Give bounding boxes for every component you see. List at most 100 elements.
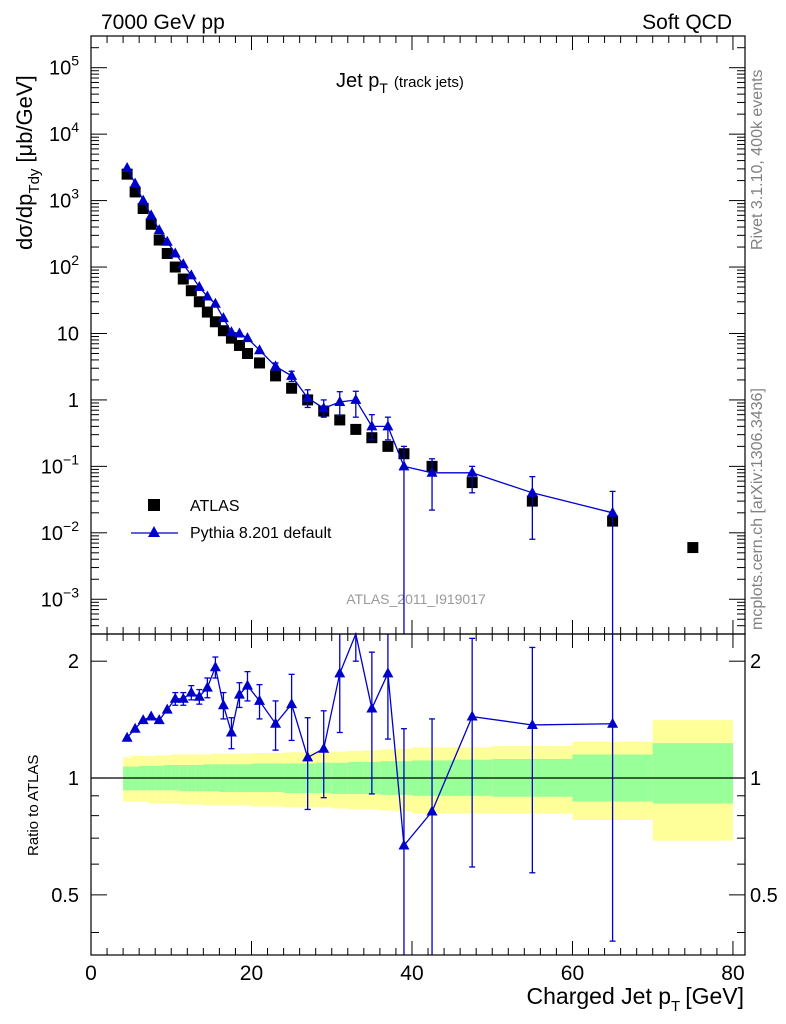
main-y-tick-exponent-8: 5 xyxy=(71,53,79,69)
header-left: 7000 GeV pp xyxy=(101,11,225,34)
atlas-point-11 xyxy=(209,316,221,328)
atlas-point-12 xyxy=(217,325,229,337)
pythia-point-13 xyxy=(225,326,237,337)
pythia-point-12 xyxy=(217,312,229,323)
ratio-y-tick-label-left-1: 1 xyxy=(68,768,79,790)
ratio-point-18 xyxy=(286,698,298,709)
ratio-point-5 xyxy=(161,703,173,714)
ratio-point-2 xyxy=(137,714,149,725)
ratio-ylabel: Ratio to ATLAS xyxy=(25,755,42,856)
main-y-tick-mantissa-1: 10 xyxy=(41,523,63,545)
main-y-tick-label-4: 10 xyxy=(57,323,79,345)
main-y-tick-exponent-1: −2 xyxy=(63,518,79,534)
main-y-tick-exponent-2: −1 xyxy=(63,451,79,467)
pythia-point-24 xyxy=(382,420,394,431)
legend-atlas-marker xyxy=(148,499,160,511)
main-y-tick-mantissa-6: 10 xyxy=(49,191,71,213)
pythia-point-10 xyxy=(201,290,213,301)
atlas-point-14 xyxy=(233,339,245,351)
main-title: Jet pT (track jets) xyxy=(336,70,464,96)
atlas-point-24 xyxy=(382,440,394,452)
atlas-point-21 xyxy=(334,414,346,426)
atlas-point-15 xyxy=(241,347,253,359)
ratio-point-19 xyxy=(302,751,314,762)
ratio-line xyxy=(126,631,613,848)
atlas-point-2 xyxy=(137,203,149,215)
main-y-tick-mantissa-0: 10 xyxy=(41,589,63,611)
pythia-point-15 xyxy=(241,332,253,343)
pythia-point-14 xyxy=(233,327,245,338)
ratio-point-23 xyxy=(366,702,378,713)
atlas-point-5 xyxy=(161,247,173,259)
atlas-point-10 xyxy=(201,306,213,318)
pythia-point-8 xyxy=(185,269,197,280)
atlas-point-13 xyxy=(225,332,237,344)
ratio-point-10 xyxy=(201,681,213,692)
ratio-point-17 xyxy=(270,717,282,728)
pythia-point-6 xyxy=(169,247,181,258)
main-y-tick-label-3: 1 xyxy=(68,390,79,412)
ratio-point-7 xyxy=(177,692,189,703)
pythia-point-25 xyxy=(398,460,410,471)
pythia-point-28 xyxy=(526,486,538,497)
legend-atlas-label: ATLAS xyxy=(190,498,240,515)
legend: ATLAS Pythia 8.201 default xyxy=(131,498,332,542)
atlas-point-16 xyxy=(254,357,266,369)
legend-mc-label: Pythia 8.201 default xyxy=(190,525,332,542)
ratio-point-29 xyxy=(607,717,619,728)
atlas-point-7 xyxy=(177,273,189,285)
main-y-tick-label-2: 10−1 xyxy=(41,451,79,478)
ratio-point-4 xyxy=(153,714,165,725)
x-tick-label-80: 80 xyxy=(721,962,744,985)
atlas-point-3 xyxy=(145,218,157,230)
pythia-line xyxy=(126,167,613,514)
pythia-point-19 xyxy=(302,391,314,402)
pythia-point-2 xyxy=(137,194,149,205)
x-axis-label: Charged Jet pT [GeV] xyxy=(527,983,744,1015)
pythia-point-16 xyxy=(254,344,266,355)
mcplots-label: mcplots.cern.ch [arXiv:1306.3436] xyxy=(749,388,766,630)
ratio-frame xyxy=(90,633,746,956)
main-y-tick-exponent-0: −3 xyxy=(63,584,79,600)
pythia-point-17 xyxy=(270,360,282,371)
ratio-y-tick-label-left-0: 0.5 xyxy=(51,885,79,907)
atlas-point-18 xyxy=(286,382,298,394)
main-y-tick-exponent-6: 3 xyxy=(71,186,79,202)
pythia-point-11 xyxy=(209,297,221,308)
ratio-point-15 xyxy=(241,679,253,690)
ratio-point-26 xyxy=(426,805,438,816)
pythia-point-7 xyxy=(177,258,189,269)
ratio-point-20 xyxy=(318,742,330,753)
pythia-point-0 xyxy=(121,161,133,172)
watermark: ATLAS_2011_I919017 xyxy=(346,591,486,607)
x-tick-label-0: 0 xyxy=(85,962,97,985)
pythia-point-3 xyxy=(145,209,157,220)
ratio-point-28 xyxy=(526,718,538,729)
main-y-tick-label-1: 10−2 xyxy=(41,518,79,545)
main-y-tick-mantissa-2: 10 xyxy=(41,456,63,478)
pythia-point-18 xyxy=(286,369,298,380)
main-y-tick-label-8: 105 xyxy=(49,53,79,80)
pythia-point-29 xyxy=(607,506,619,517)
main-y-tick-label-6: 103 xyxy=(49,186,79,213)
ratio-uncertainty-bands xyxy=(123,720,733,841)
main-y-tick-label-0: 10−3 xyxy=(41,584,79,611)
ratio-point-8 xyxy=(185,686,197,697)
ratio-point-24 xyxy=(382,667,394,678)
atlas-point-30 xyxy=(687,542,699,554)
atlas-point-0 xyxy=(121,168,133,180)
ratio-point-12 xyxy=(217,699,229,710)
main-title-note: (track jets) xyxy=(394,74,464,91)
pythia-point-21 xyxy=(334,396,346,407)
ratio-point-3 xyxy=(145,710,157,721)
ratio-point-1 xyxy=(129,722,141,733)
pythia-point-23 xyxy=(366,420,378,431)
x-axis-label-sub: T xyxy=(671,998,680,1015)
atlas-point-17 xyxy=(270,370,282,382)
ratio-point-21 xyxy=(334,667,346,678)
atlas-point-8 xyxy=(185,285,197,297)
pythia-point-9 xyxy=(193,281,205,292)
legend-mc-marker xyxy=(148,526,160,537)
